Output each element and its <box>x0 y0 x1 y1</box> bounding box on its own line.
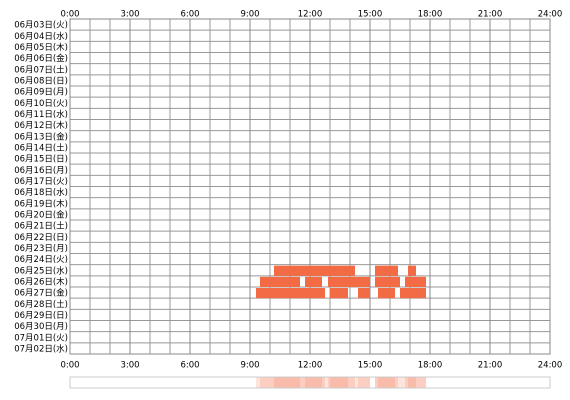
summary-bar <box>408 377 416 388</box>
summary-bar <box>378 377 395 388</box>
row-label: 06月17日(火) <box>14 177 68 187</box>
x-tick-label-bottom: 24:00 <box>538 361 563 371</box>
summary-bar <box>358 377 370 388</box>
activity-bar <box>358 288 370 299</box>
row-label: 06月25日(水) <box>14 265 68 276</box>
x-tick-label-top: 15:00 <box>358 10 383 20</box>
row-label: 06月21日(土) <box>14 221 68 232</box>
row-label: 06月29日(日) <box>14 311 68 321</box>
x-tick-label-bottom: 12:00 <box>298 361 323 371</box>
activity-bar <box>375 276 400 287</box>
x-tick-label-top: 21:00 <box>478 10 503 20</box>
activity-bar <box>330 288 348 299</box>
row-label: 06月26日(木) <box>14 276 68 287</box>
x-tick-label-bottom: 15:00 <box>358 361 383 371</box>
row-label: 06月06日(金) <box>14 53 68 64</box>
row-label: 06月15日(日) <box>14 155 68 165</box>
activity-bar <box>408 265 416 276</box>
x-tick-label-top: 6:00 <box>180 10 199 20</box>
row-label: 06月07日(土) <box>14 64 68 75</box>
row-label: 06月30日(月) <box>14 322 68 332</box>
row-label: 06月14日(土) <box>14 142 68 153</box>
row-label: 06月10日(火) <box>14 99 68 109</box>
row-label: 06月08日(日) <box>14 76 68 86</box>
activity-bar <box>274 265 355 276</box>
x-tick-label-top: 3:00 <box>120 10 139 20</box>
summary-bar <box>256 377 325 388</box>
row-label: 06月16日(月) <box>14 166 68 176</box>
x-tick-label-bottom: 6:00 <box>180 361 199 371</box>
x-tick-label-top: 18:00 <box>418 10 443 20</box>
row-label: 06月11日(水) <box>14 109 68 120</box>
summary-strip <box>69 376 551 389</box>
row-label: 06月20日(金) <box>14 209 68 220</box>
row-label: 06月28日(土) <box>14 299 68 310</box>
summary-bar <box>405 377 426 388</box>
x-tick-label-bottom: 9:00 <box>240 361 259 371</box>
x-tick-label-bottom: 21:00 <box>478 361 503 371</box>
summary-bar <box>328 377 370 388</box>
row-label: 06月22日(日) <box>14 233 68 243</box>
row-label: 06月12日(木) <box>14 120 68 131</box>
row-label: 06月03日(火) <box>14 21 68 31</box>
activity-bar <box>260 276 300 287</box>
row-label: 06月05日(木) <box>14 42 68 53</box>
row-label: 06月24日(火) <box>14 255 68 265</box>
x-tick-label-top: 12:00 <box>298 10 323 20</box>
x-tick-label-bottom: 18:00 <box>418 361 443 371</box>
summary-bar <box>260 377 300 388</box>
activity-bar <box>405 276 426 287</box>
row-label: 06月18日(水) <box>14 187 68 198</box>
row-label: 06月04日(水) <box>14 31 68 42</box>
row-label: 07月02日(水) <box>14 343 68 354</box>
summary-bar <box>375 377 398 388</box>
x-tick-label-top: 9:00 <box>240 10 259 20</box>
activity-bar <box>328 276 370 287</box>
summary-bar <box>305 377 322 388</box>
activity-bar <box>256 288 325 299</box>
summary-bar <box>274 377 355 388</box>
x-tick-label-bottom: 0:00 <box>60 361 79 371</box>
summary-bar <box>400 377 426 388</box>
x-tick-label-top: 24:00 <box>538 10 563 20</box>
activity-bar <box>375 265 398 276</box>
activity-bar <box>400 288 426 299</box>
row-label: 06月13日(金) <box>14 131 68 142</box>
activity-bar <box>378 288 395 299</box>
summary-bar <box>330 377 348 388</box>
row-label: 06月09日(月) <box>14 88 68 98</box>
row-label: 07月01日(火) <box>14 333 68 343</box>
row-label: 06月19日(木) <box>14 198 68 209</box>
x-tick-label-bottom: 3:00 <box>120 361 139 371</box>
row-label: 06月27日(金) <box>14 288 68 299</box>
row-label: 06月23日(月) <box>14 244 68 254</box>
activity-bar <box>305 276 322 287</box>
summary-bar <box>375 377 400 388</box>
x-tick-label-top: 0:00 <box>60 10 79 20</box>
